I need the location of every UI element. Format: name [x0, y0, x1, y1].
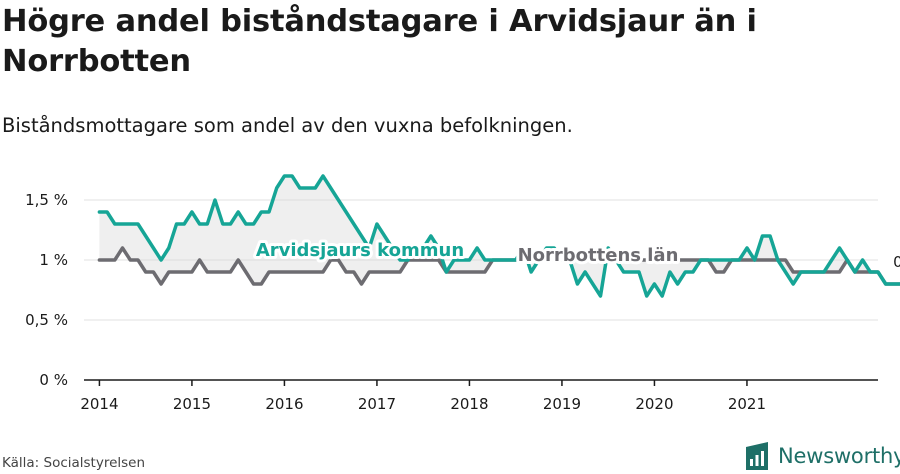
brand-name: Newsworthy — [778, 444, 900, 468]
newsworthy-logo-icon — [746, 442, 768, 470]
x-tick-label: 2018 — [450, 395, 488, 413]
x-tick-label: 2021 — [728, 395, 766, 413]
y-tick-label: 1 % — [39, 251, 68, 269]
source-note: Källa: Socialstyrelsen — [2, 455, 146, 471]
series-line-1 — [97, 174, 900, 298]
brand-logo[interactable]: Newsworthy — [744, 441, 900, 471]
x-tick-label: 2017 — [358, 395, 396, 413]
chart-subtitle: Biståndsmottagare som andel av den vuxna… — [2, 114, 573, 137]
series-label-2: Norrbottens län — [518, 245, 679, 266]
x-tick-label: 2014 — [80, 395, 118, 413]
series-label-1: Arvidsjaurs kommun — [256, 240, 464, 261]
y-tick-label: 0,5 % — [25, 311, 68, 329]
x-tick-label: 2020 — [635, 395, 673, 413]
y-tick-label: 1,5 % — [25, 191, 68, 209]
x-tick-label: 2015 — [173, 395, 211, 413]
difference-area — [99, 176, 900, 296]
end-value-label: 0,8 % — [893, 253, 900, 271]
chart-title: Högre andel biståndstagare i Arvidsjaur … — [2, 4, 757, 79]
x-tick-label: 2016 — [265, 395, 303, 413]
x-tick-label: 2019 — [543, 395, 581, 413]
y-tick-label: 0 % — [39, 371, 68, 389]
